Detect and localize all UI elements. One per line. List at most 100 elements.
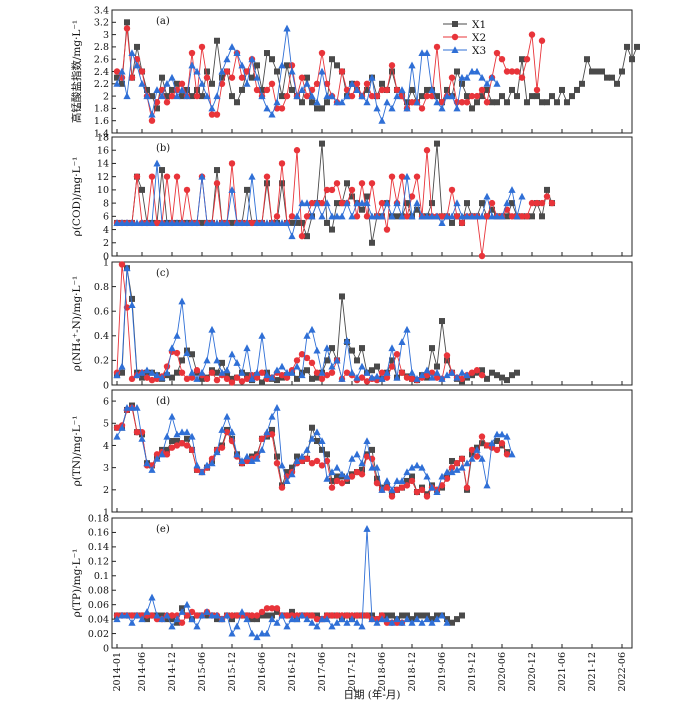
- data-point-X2: [433, 374, 441, 381]
- data-point-X1: [509, 372, 515, 379]
- data-point-X3: [348, 454, 356, 462]
- data-point-X1: [589, 68, 595, 75]
- data-point-X3: [188, 615, 196, 623]
- data-point-X3: [283, 622, 291, 630]
- data-point-X3: [423, 49, 431, 57]
- x-tick-label: 2014-12: [167, 652, 178, 691]
- data-point-X1: [289, 86, 295, 93]
- data-point-X2: [253, 86, 261, 94]
- data-point-X3: [263, 104, 271, 112]
- data-point-X1: [499, 93, 505, 100]
- data-point-X1: [254, 62, 260, 69]
- data-point-X3: [128, 219, 136, 226]
- data-point-X2: [213, 180, 221, 187]
- data-point-X2: [338, 68, 346, 75]
- panels-layer: 1.41.61.822.22.42.62.833.23.4(a)高锰酸盐指数/m…: [70, 5, 640, 654]
- data-point-X3: [218, 67, 226, 75]
- data-point-X3: [398, 477, 406, 484]
- data-point-X1: [229, 93, 235, 100]
- data-point-X3: [423, 615, 431, 623]
- data-point-X3: [418, 49, 426, 57]
- data-point-X2: [528, 199, 536, 207]
- data-point-X3: [353, 450, 361, 458]
- data-point-X1: [619, 68, 625, 75]
- data-point-X3: [208, 219, 216, 226]
- data-point-X3: [348, 80, 356, 87]
- data-point-X3: [283, 219, 291, 226]
- data-point-X3: [273, 618, 281, 626]
- data-point-X2: [358, 180, 366, 187]
- data-point-X2: [133, 428, 141, 436]
- data-point-X3: [368, 463, 376, 471]
- x-tick-label: 2014-01: [112, 652, 123, 691]
- data-point-X3: [238, 219, 246, 226]
- panel-c: 0 0.2 0.4 0.6 0.8 1 (c) ρ(NH₄⁺-N)/mg·L⁻¹: [71, 257, 633, 391]
- y-tick-label: 3.4: [94, 5, 109, 16]
- data-point-X2: [433, 43, 441, 51]
- data-point-X3: [463, 212, 471, 220]
- data-point-X2: [323, 457, 331, 465]
- data-point-X2: [468, 446, 476, 454]
- data-point-X1: [584, 56, 590, 63]
- data-point-X1: [134, 43, 140, 50]
- data-point-X2: [243, 375, 251, 383]
- data-point-X3: [343, 199, 351, 207]
- data-point-X1: [144, 616, 150, 623]
- data-point-X2: [473, 453, 481, 460]
- legend-label: X1: [472, 19, 486, 31]
- data-point-X3: [483, 192, 491, 200]
- data-point-X3: [333, 463, 341, 471]
- data-point-X1: [314, 374, 320, 381]
- data-point-X3: [173, 430, 181, 438]
- data-point-X2: [458, 219, 466, 227]
- data-point-X3: [423, 212, 431, 220]
- data-point-X3: [413, 461, 421, 469]
- data-point-X2: [228, 160, 236, 167]
- panel-label: (c): [156, 268, 170, 279]
- panel-label: (b): [156, 143, 170, 154]
- panel-d: 1 2 3 4 5 6 (d) ρ(TN)/mg·L⁻¹: [71, 389, 633, 518]
- data-point-X3: [403, 615, 411, 623]
- data-point-X2: [218, 444, 226, 451]
- data-point-X2: [228, 612, 236, 619]
- data-point-X1: [199, 93, 205, 100]
- data-point-X3: [328, 362, 336, 370]
- data-point-X3: [203, 608, 211, 615]
- data-point-X1: [614, 80, 620, 87]
- data-point-X1: [364, 193, 370, 200]
- data-point-X1: [429, 345, 435, 352]
- y-tick-label: 6: [103, 212, 109, 223]
- y-axis-label: ρ(NH₄⁺-N)/mg·L⁻¹: [71, 276, 83, 371]
- data-point-X3: [373, 618, 381, 626]
- data-point-X3: [438, 472, 446, 480]
- data-point-X1: [499, 374, 505, 381]
- data-point-X1: [539, 213, 545, 220]
- data-point-X3: [158, 615, 166, 623]
- data-point-X2: [448, 74, 456, 81]
- data-point-X2: [338, 199, 346, 207]
- data-point-X3: [138, 615, 146, 623]
- data-point-X1: [169, 616, 175, 623]
- y-tick-label: 18: [97, 132, 109, 143]
- data-point-X3: [363, 437, 371, 445]
- y-tick-label: 10: [97, 185, 109, 196]
- data-point-X2: [408, 375, 416, 383]
- data-point-X1: [304, 367, 310, 374]
- data-point-X2: [313, 80, 321, 88]
- data-point-X1: [289, 219, 295, 226]
- data-point-X3: [443, 371, 451, 379]
- data-point-X2: [438, 213, 446, 220]
- data-point-X2: [408, 99, 416, 106]
- y-tick-label: 6: [103, 396, 109, 407]
- data-point-X1: [279, 180, 285, 187]
- data-point-X1: [329, 226, 335, 233]
- series-X1: [114, 265, 520, 386]
- data-point-X1: [479, 367, 485, 374]
- data-point-X1: [294, 219, 300, 226]
- data-point-X1: [424, 86, 430, 93]
- data-point-X3: [348, 615, 356, 623]
- y-tick-label: 1.4: [94, 128, 109, 139]
- data-point-X3: [158, 219, 166, 226]
- data-point-X3: [308, 325, 316, 333]
- data-point-X3: [153, 159, 161, 167]
